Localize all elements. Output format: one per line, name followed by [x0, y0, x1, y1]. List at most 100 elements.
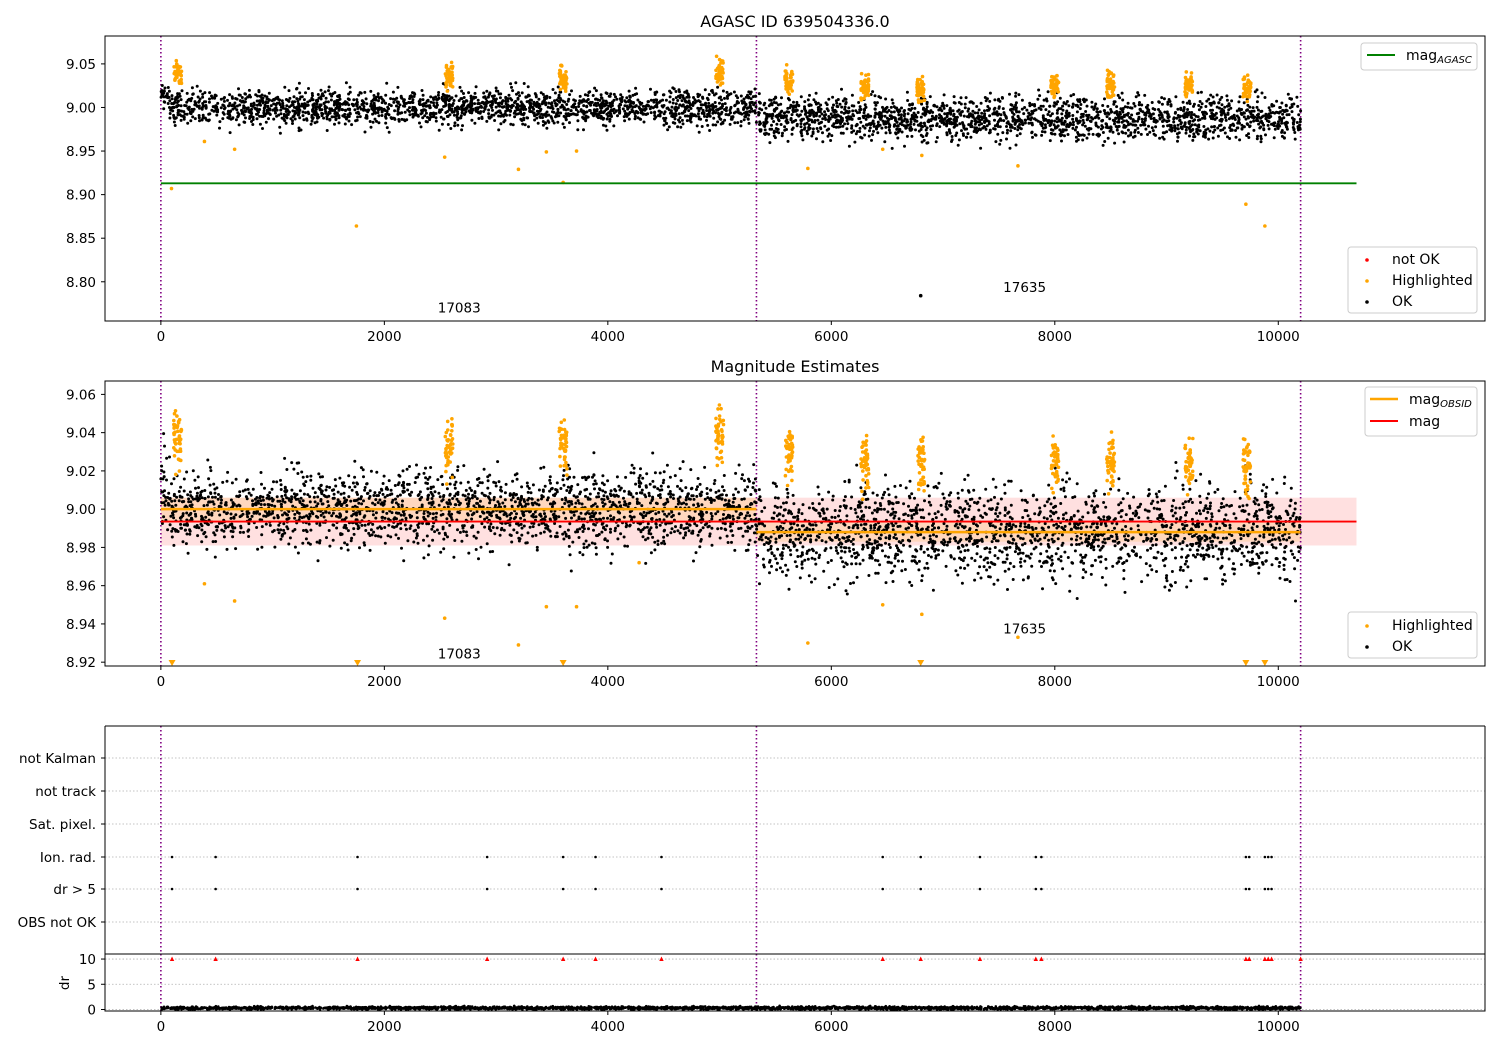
agasc-ok-point — [190, 86, 194, 90]
agasc-ok-point — [369, 104, 373, 108]
agasc-ok-point — [337, 121, 341, 125]
agasc-ok-point — [753, 111, 757, 115]
agasc-ok-point — [641, 104, 645, 108]
agasc-ok-point — [843, 107, 847, 111]
agasc-y-tick-label: 9.00 — [66, 100, 96, 116]
agasc-ok-point — [914, 128, 917, 132]
agasc-ok-point — [421, 98, 425, 102]
agasc-ok-point — [324, 111, 328, 115]
agasc-ok-point — [297, 126, 301, 130]
agasc-highlighted-point — [1190, 83, 1194, 88]
agasc-ok-point — [558, 96, 562, 100]
agasc-ok-point — [327, 89, 330, 93]
agasc-ok-point — [357, 93, 361, 97]
agasc-ok-point — [485, 99, 489, 103]
agasc-ok-point — [859, 120, 863, 124]
agasc-ok-point — [751, 95, 755, 99]
agasc-ok-point — [897, 113, 901, 117]
agasc-ok-point — [536, 121, 540, 125]
agasc-highlighted-point — [1186, 79, 1190, 84]
agasc-ok-point — [673, 121, 677, 125]
agasc-ok-point — [370, 99, 374, 103]
agasc-ok-point — [233, 101, 237, 105]
agasc-ok-point — [704, 104, 708, 108]
agasc-ok-point — [952, 95, 956, 99]
agasc-ok-point — [1009, 129, 1013, 133]
agasc-ok-point — [791, 108, 795, 112]
agasc-ok-point — [1207, 137, 1211, 141]
estimates-ok-point — [222, 535, 226, 539]
agasc-ok-point — [922, 121, 926, 125]
agasc-ok-point — [314, 99, 318, 102]
agasc-ok-point — [826, 134, 830, 138]
agasc-ok-point — [884, 107, 888, 111]
agasc-ok-point — [890, 116, 894, 119]
agasc-ok-point — [541, 116, 544, 120]
agasc-ok-point — [1134, 95, 1138, 99]
agasc-ok-point — [780, 114, 783, 118]
agasc-ok-point — [762, 103, 766, 107]
agasc-ok-point — [1183, 121, 1187, 125]
agasc-ok-point — [644, 104, 648, 108]
agasc-ok-point — [747, 121, 751, 125]
agasc-ok-point — [185, 112, 189, 116]
agasc-ok-point — [810, 108, 814, 112]
agasc-ok-point — [419, 125, 423, 129]
agasc-ok-point — [589, 103, 593, 107]
agasc-ok-point — [1295, 95, 1299, 99]
agasc-ok-point — [384, 101, 387, 105]
estimates-ok-point — [559, 487, 563, 490]
agasc-ok-point — [976, 111, 980, 115]
agasc-ok-point — [494, 105, 498, 109]
estimates-ok-point — [163, 489, 166, 493]
agasc-ok-point — [947, 128, 951, 132]
agasc-ok-point — [1001, 131, 1005, 135]
agasc-ok-point — [179, 104, 183, 108]
estimates-ok-point — [163, 444, 166, 448]
agasc-ok-point — [683, 110, 687, 114]
agasc-ok-point — [662, 116, 666, 120]
agasc-ok-point — [666, 128, 670, 132]
agasc-ok-point — [1132, 102, 1136, 105]
agasc-y-tick-label: 8.80 — [66, 275, 96, 291]
agasc-ok-point — [1298, 120, 1302, 124]
agasc-ok-point — [754, 94, 757, 98]
agasc-ok-point — [814, 91, 818, 95]
agasc-ok-point — [906, 112, 910, 116]
agasc-ok-point — [772, 97, 776, 101]
agasc-ok-point — [425, 120, 429, 124]
agasc-ok-point — [665, 122, 669, 125]
agasc-ok-point — [593, 108, 597, 112]
estimates-ok-point — [501, 501, 505, 505]
agasc-ok-point — [1282, 116, 1286, 120]
agasc-ok-point — [872, 129, 875, 133]
estimates-ok-point — [398, 493, 402, 497]
estimates-ok-point — [581, 553, 585, 557]
agasc-ok-point — [1159, 113, 1163, 117]
agasc-ok-point — [429, 95, 433, 99]
agasc-ok-point — [344, 109, 348, 112]
agasc-ok-point — [1161, 119, 1165, 123]
agasc-ok-point — [1280, 134, 1284, 138]
agasc-ok-point — [350, 123, 354, 127]
estimates-ok-point — [632, 471, 636, 475]
agasc-ok-point — [744, 95, 748, 99]
agasc-ok-point — [874, 111, 878, 115]
agasc-ok-point — [1056, 116, 1060, 120]
estimates-ok-point — [489, 522, 493, 526]
agasc-ok-point — [387, 130, 391, 134]
agasc-ok-point — [582, 112, 586, 116]
agasc-x-tick-label: 6000 — [814, 329, 848, 345]
agasc-ok-point — [617, 106, 621, 110]
agasc-highlighted-point — [564, 70, 568, 74]
agasc-ok-point — [1275, 99, 1279, 103]
agasc-ok-point — [268, 113, 272, 116]
agasc-ok-point — [1113, 122, 1116, 126]
agasc-ok-point — [742, 97, 746, 101]
agasc-ok-point — [382, 108, 386, 112]
agasc-highlighted-point — [1185, 87, 1190, 91]
agasc-ok-point — [210, 108, 214, 112]
agasc-ok-point — [365, 114, 369, 118]
agasc-y-tick-label: 8.85 — [66, 231, 96, 247]
estimates-ok-point — [167, 491, 171, 495]
